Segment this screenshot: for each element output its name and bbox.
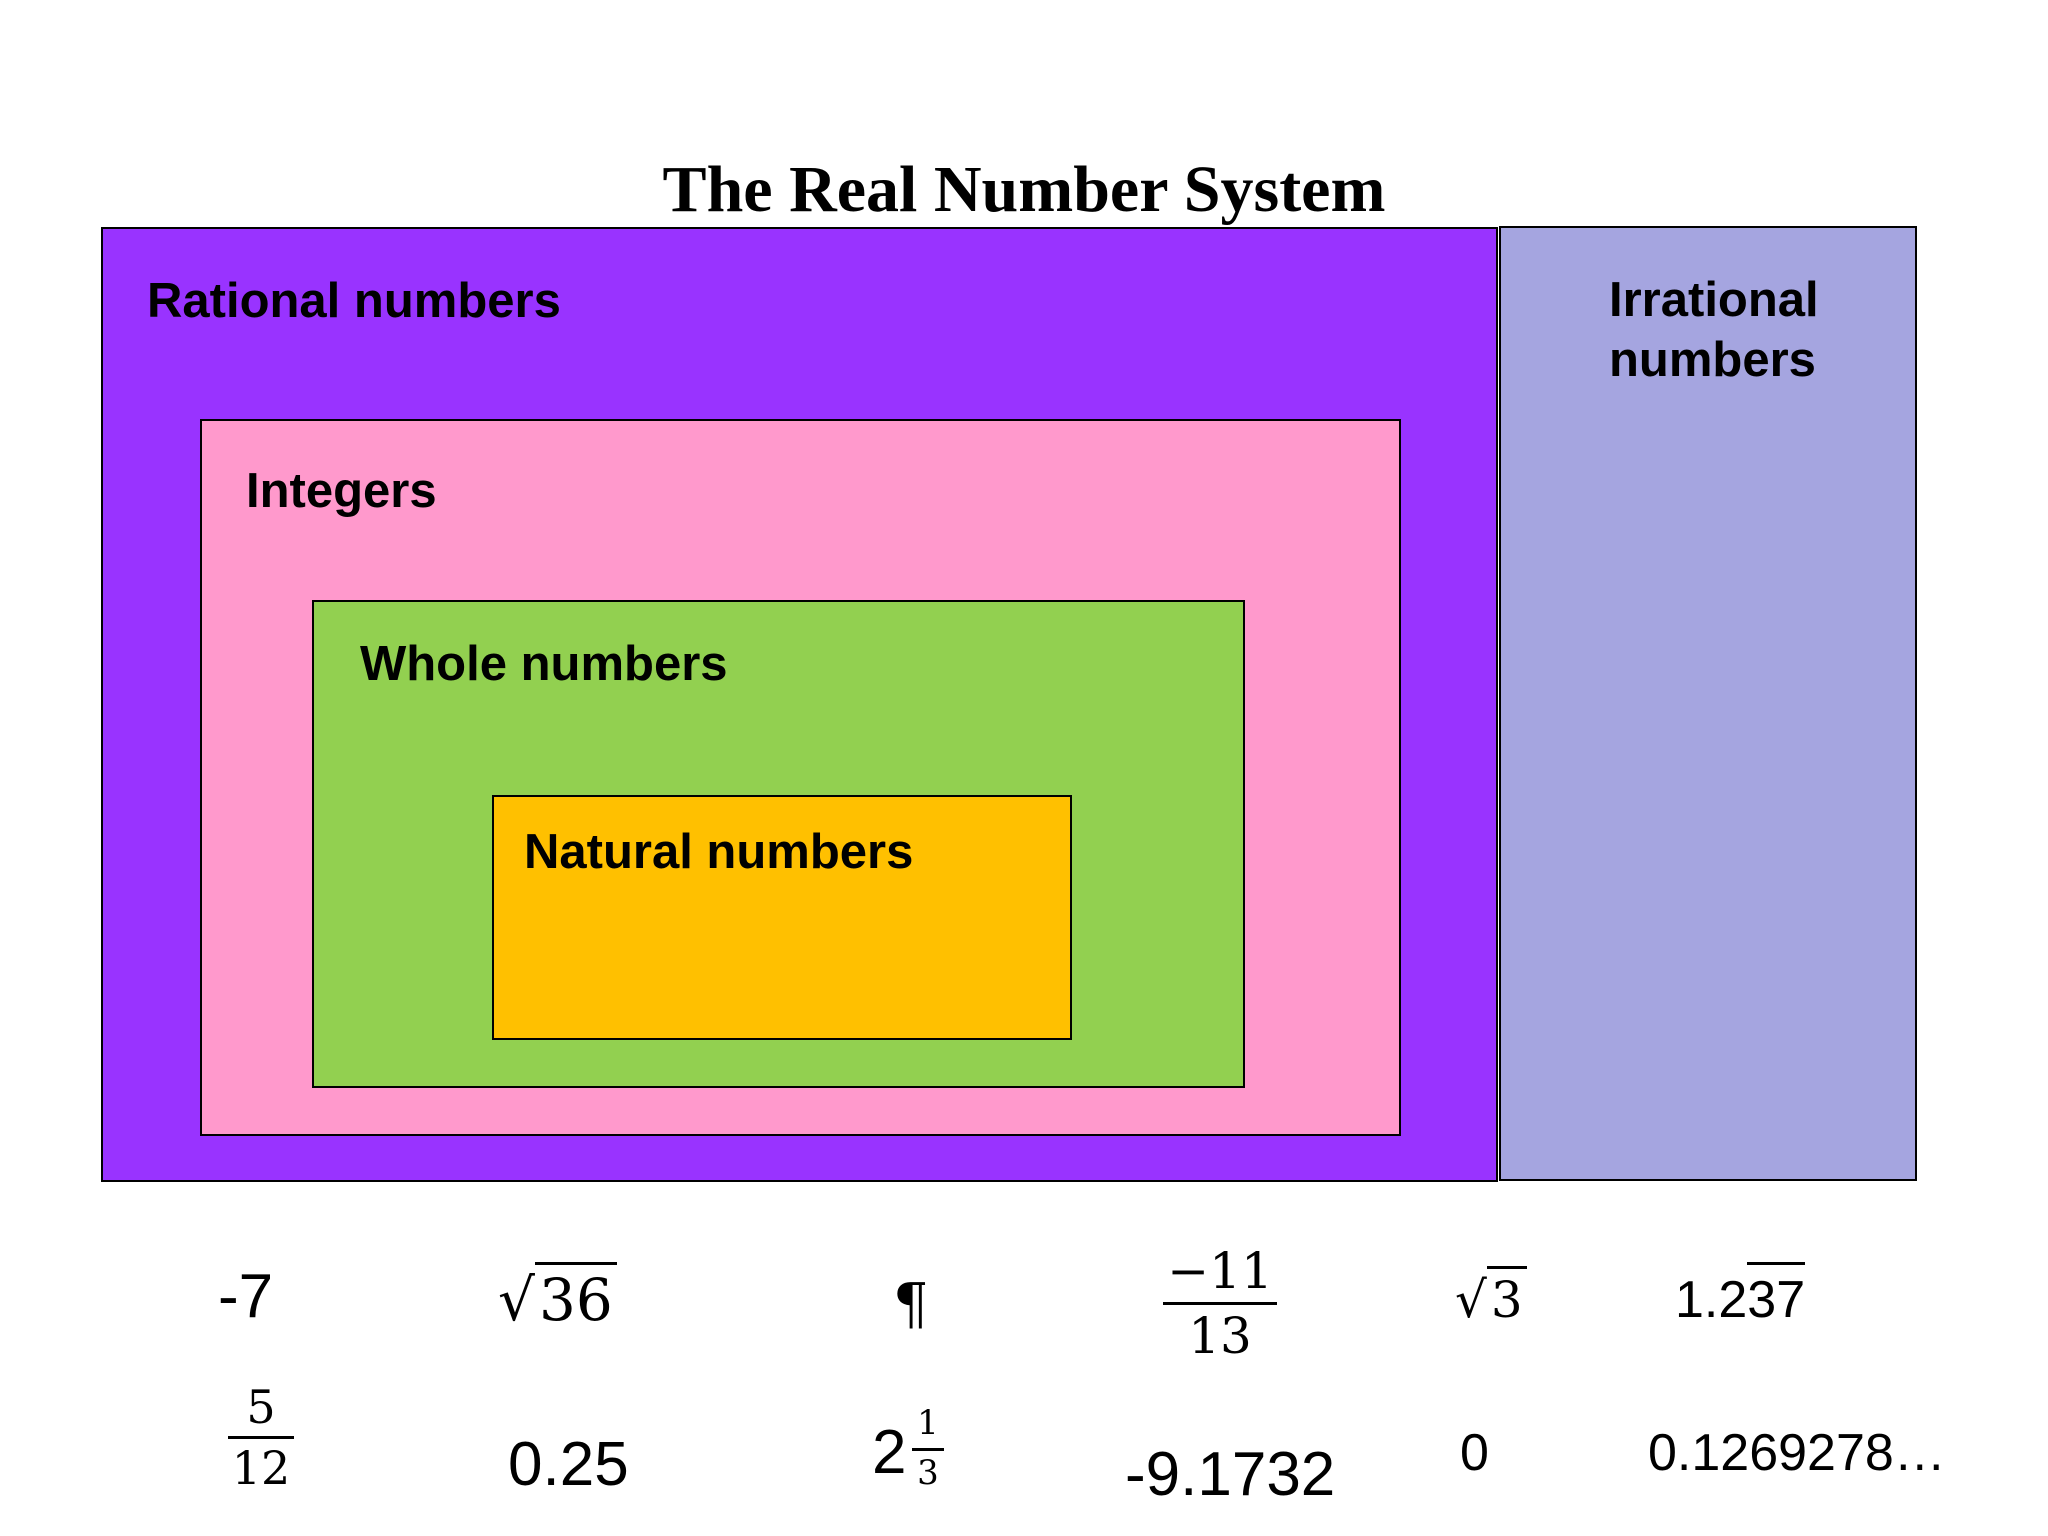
radicand-3: 3 bbox=[1486, 1266, 1527, 1331]
fraction-bar bbox=[1163, 1302, 1277, 1305]
number-quarter: 0.25 bbox=[508, 1430, 629, 1499]
fraction-numerator: −11 bbox=[1167, 1242, 1273, 1300]
mixed-denominator: 3 bbox=[917, 1453, 939, 1493]
number-sqrt-3: √3 bbox=[1455, 1266, 1527, 1331]
natural-numbers-label: Natural numbers bbox=[524, 825, 914, 879]
number-fraction-5-12: 5 12 bbox=[228, 1378, 294, 1497]
diagram-title: The Real Number System bbox=[662, 153, 1386, 226]
number-sqrt-36: √36 bbox=[498, 1262, 617, 1335]
whole-numbers-label: Whole numbers bbox=[360, 637, 728, 691]
fraction-numerator: 5 bbox=[246, 1380, 276, 1434]
radicand-36: 36 bbox=[534, 1262, 617, 1335]
number-neg-seven: -7 bbox=[218, 1262, 274, 1331]
fraction-denominator: 12 bbox=[231, 1441, 291, 1495]
number-zero: 0 bbox=[1460, 1424, 1489, 1482]
mixed-numerator: 1 bbox=[917, 1403, 939, 1443]
repeating-decimal-prefix: 1.2 bbox=[1675, 1271, 1748, 1329]
fraction-bar bbox=[912, 1448, 944, 1451]
natural-numbers-set: Natural numbers bbox=[492, 795, 1072, 1040]
number-nonrepeating-decimal: 0.1269278… bbox=[1648, 1424, 1946, 1482]
irrational-numbers-label: Irrational numbers bbox=[1609, 273, 1819, 387]
repeating-digits-overline: 37 bbox=[1747, 1262, 1806, 1335]
radical-sign-icon: √ bbox=[498, 1266, 535, 1334]
number-neg-decimal: -9.1732 bbox=[1125, 1440, 1336, 1509]
irrational-numbers-set: Irrational numbers bbox=[1499, 226, 1917, 1181]
mixed-whole-part: 2 bbox=[872, 1418, 907, 1487]
fraction-denominator: 13 bbox=[1188, 1307, 1252, 1365]
number-repeating-decimal: 1.237 bbox=[1675, 1262, 1806, 1335]
integers-label: Integers bbox=[246, 464, 437, 518]
fraction-bar bbox=[228, 1436, 294, 1439]
number-fraction-neg11-13: −11 13 bbox=[1163, 1240, 1277, 1367]
radical-sign-icon: √ bbox=[1455, 1271, 1487, 1329]
rational-numbers-label: Rational numbers bbox=[147, 274, 561, 328]
number-mixed-2-1-3: 2 1 3 bbox=[872, 1400, 992, 1520]
number-pilcrow: ¶ bbox=[893, 1272, 929, 1337]
